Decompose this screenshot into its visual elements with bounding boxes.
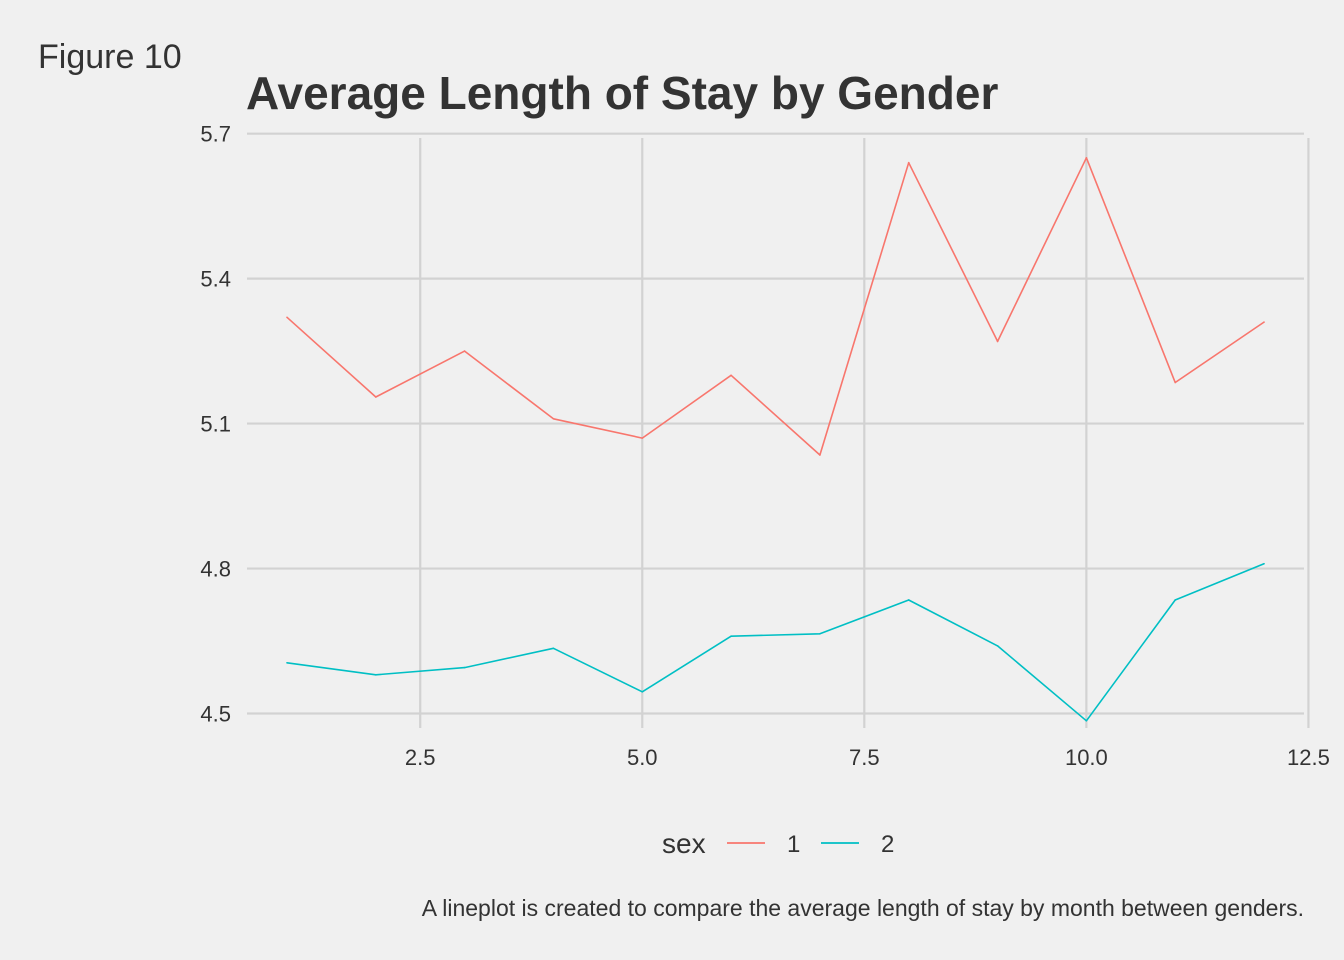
data-point <box>1174 599 1177 601</box>
y-tick-label: 5.4 <box>200 267 231 292</box>
data-point <box>907 599 910 601</box>
data-point <box>463 666 466 669</box>
y-tick-label: 4.8 <box>200 557 231 582</box>
data-point <box>463 350 466 352</box>
data-point <box>730 374 732 377</box>
data-point <box>1263 562 1265 565</box>
x-tick-label: 12.5 <box>1287 745 1330 770</box>
grid <box>247 132 1310 728</box>
data-point <box>819 454 821 456</box>
data-point <box>641 437 644 439</box>
data-point <box>1085 719 1088 722</box>
legend-label: 1 <box>787 831 800 858</box>
x-axis: 2.5 5.0 7.5 10.0 12.5 <box>405 745 1330 770</box>
legend: sex 1 2 <box>662 828 894 859</box>
legend-label: 2 <box>881 831 894 858</box>
data-point <box>907 161 910 164</box>
data-point <box>286 316 288 319</box>
y-axis: 4.5 4.8 5.1 5.4 5.7 <box>200 122 231 727</box>
data-point <box>1085 157 1088 159</box>
series-line-1 <box>286 157 1265 456</box>
legend-title: sex <box>662 828 706 859</box>
data-point <box>996 340 999 343</box>
data-point <box>1174 381 1177 384</box>
figure-label: Figure 10 <box>38 38 182 76</box>
data-point <box>996 645 999 647</box>
chart-title: Average Length of Stay by Gender <box>246 67 999 119</box>
y-tick-label: 5.7 <box>200 122 231 147</box>
y-tick-label: 4.5 <box>200 702 231 727</box>
x-tick-label: 2.5 <box>405 745 436 770</box>
series-line-2 <box>286 562 1265 722</box>
y-tick-label: 5.1 <box>200 412 231 437</box>
data-point <box>641 690 644 693</box>
data-point <box>374 396 377 398</box>
x-tick-label: 7.5 <box>849 745 880 770</box>
data-point <box>730 635 732 637</box>
series-lines <box>286 157 1265 722</box>
data-point <box>286 661 288 664</box>
data-point <box>374 674 377 676</box>
x-tick-label: 10.0 <box>1065 745 1108 770</box>
data-point <box>819 632 821 635</box>
chart-caption: A lineplot is created to compare the ave… <box>421 895 1304 921</box>
x-tick-label: 5.0 <box>627 745 658 770</box>
data-point <box>552 417 555 420</box>
data-point <box>1263 321 1265 323</box>
data-point <box>552 647 555 650</box>
